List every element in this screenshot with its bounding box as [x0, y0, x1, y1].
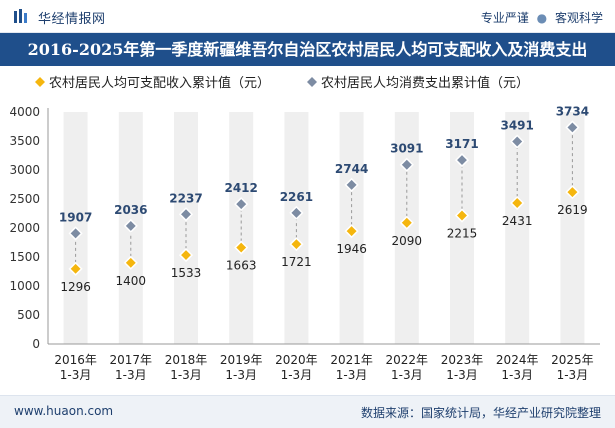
data-source: 数据来源：国家统计局，华经产业研究院整理 — [360, 406, 601, 420]
tagline-separator: ● — [536, 11, 548, 25]
logo-icon — [14, 9, 27, 23]
data-point-consumption — [399, 157, 414, 172]
data-point-income — [289, 237, 304, 252]
y-tick-label: 4000 — [9, 105, 40, 119]
data-point-income — [234, 240, 249, 255]
data-label-income: 1400 — [116, 274, 147, 288]
y-tick-label: 3500 — [9, 134, 40, 148]
data-label-consumption: 3091 — [390, 142, 423, 156]
x-tick-label: 2025年 1-3月 — [551, 353, 594, 382]
tagline-right: 客观科学 — [554, 11, 603, 25]
y-tick-label: 2000 — [9, 221, 40, 235]
data-point-consumption — [123, 218, 138, 233]
data-label-income: 1533 — [171, 266, 202, 280]
y-tick-label: 500 — [17, 308, 40, 322]
data-point-income — [510, 195, 525, 211]
column-band — [450, 112, 474, 344]
data-point-income — [399, 215, 414, 230]
data-label-consumption: 3491 — [500, 119, 533, 133]
data-point-income — [565, 185, 580, 200]
x-tick-label: 2022年 1-3月 — [386, 353, 429, 382]
title-bar: 2016-2025年第一季度新疆维吾尔自治区农村居民人均可支配收入及消费支出 — [0, 33, 615, 66]
chart: 农村居民人均可支配收入累计值（元） 农村居民人均消费支出累计值（元） 0 500 100… — [9, 75, 600, 382]
x-tick-label: 2021年 1-3月 — [330, 353, 373, 382]
data-label-consumption: 2412 — [224, 181, 257, 195]
data-point-consumption — [565, 120, 580, 135]
y-tick-label: 1000 — [9, 279, 40, 293]
data-label-income: 1296 — [60, 280, 91, 294]
data-label-income: 1721 — [281, 255, 312, 269]
brand-name: 华经情报网 — [38, 12, 106, 27]
top-bar: 华经情报网 专业严谨 ● 客观科学 — [0, 0, 615, 33]
data-label-income: 2619 — [557, 203, 588, 217]
data-label-income: 1946 — [336, 242, 367, 256]
tagline-left: 专业严谨 — [480, 11, 529, 25]
data-point-consumption — [178, 207, 194, 222]
data-label-consumption: 1907 — [59, 210, 92, 224]
x-tick-label: 2024年 1-3月 — [496, 353, 539, 382]
data-label-income: 2431 — [502, 214, 533, 228]
x-tick-label: 2016年 1-3月 — [54, 353, 97, 382]
data-point-consumption — [68, 226, 83, 241]
data-label-consumption: 2237 — [169, 191, 202, 205]
data-label-income: 2215 — [447, 227, 478, 241]
data-point-consumption — [344, 177, 359, 192]
data-point-consumption — [510, 134, 525, 149]
data-point-income — [123, 255, 138, 270]
footer: www.huaon.com 数据来源：国家统计局，华经产业研究院整理 — [0, 395, 615, 428]
legend-label-1: 农村居民人均消费支出累计值（元） — [321, 75, 529, 91]
column-band — [174, 112, 198, 344]
data-label-consumption: 2261 — [280, 190, 313, 204]
legend-marker-0 — [35, 77, 45, 87]
column-band — [284, 112, 309, 344]
data-point-consumption — [234, 197, 249, 212]
data-label-income: 1663 — [226, 259, 257, 273]
column-band — [505, 112, 530, 344]
y-tick-label: 3000 — [9, 163, 40, 177]
tagline: 专业严谨 ● 客观科学 — [481, 9, 603, 26]
y-tick-label: 0 — [32, 337, 40, 351]
column-band — [560, 112, 585, 344]
data-label-income: 2090 — [392, 234, 423, 248]
x-tick-label: 2018年 1-3月 — [165, 353, 208, 382]
legend-label-0: 农村居民人均可支配收入累计值（元） — [49, 75, 270, 91]
x-tick-label: 2017年 1-3月 — [110, 353, 153, 382]
x-tick-label: 2023年 1-3月 — [441, 353, 484, 382]
data-label-consumption: 2036 — [114, 203, 147, 217]
data-point-consumption — [454, 153, 470, 168]
data-label-consumption: 3734 — [556, 104, 589, 118]
data-point-income — [178, 248, 194, 263]
data-point-consumption — [289, 205, 304, 220]
data-point-income — [68, 261, 83, 276]
y-tick-label: 2500 — [9, 192, 40, 206]
data-label-consumption: 3171 — [445, 137, 478, 151]
data-point-income — [344, 224, 359, 239]
legend-marker-1 — [307, 77, 317, 87]
x-tick-label: 2020年 1-3月 — [275, 353, 318, 382]
chart-title: 2016-2025年第一季度新疆维吾尔自治区农村居民人均可支配收入及消费支出 — [27, 40, 588, 59]
x-tick-label: 2019年 1-3月 — [220, 353, 263, 382]
data-label-consumption: 2744 — [335, 162, 368, 176]
website-link[interactable]: www.huaon.com — [14, 404, 114, 418]
data-point-income — [454, 208, 470, 223]
y-tick-label: 1500 — [9, 250, 40, 264]
